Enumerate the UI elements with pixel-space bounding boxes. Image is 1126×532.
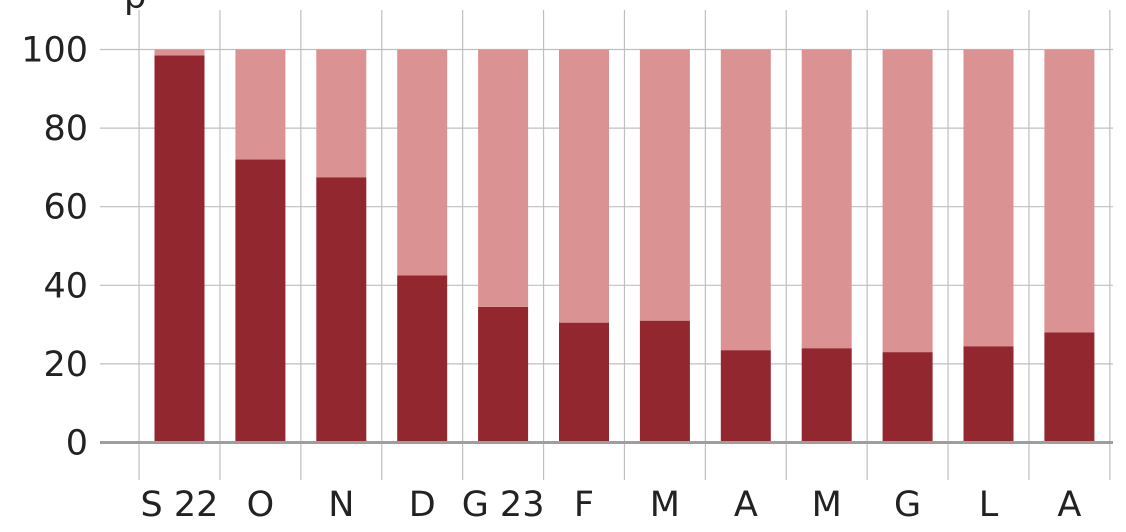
bar-segment-1 [882, 352, 933, 443]
labels-layer: 0 20 40 60 80 100 S 22 O N D G 23 F M A M G L Ap [21, 0, 1081, 525]
bar-segment-2 [639, 49, 690, 321]
bar-segment-2 [882, 49, 933, 353]
y-tick-label: 20 [43, 345, 88, 385]
bar-segment-1 [154, 55, 205, 443]
x-tick-label: A [1057, 485, 1081, 525]
bar-segment-1 [478, 306, 529, 443]
bar-segment-2 [235, 49, 286, 160]
bar-segment-2 [478, 49, 529, 307]
x-tick-label: M [650, 485, 680, 525]
x-tick-label: G 23 [462, 485, 545, 525]
bar-segment-1 [1044, 332, 1095, 443]
x-tick-label: F [574, 485, 594, 525]
bar-segment-1 [720, 350, 771, 443]
corner-label: p [124, 0, 146, 17]
x-tick-label: G [894, 485, 921, 525]
bars-layer [154, 49, 1095, 443]
bar-segment-1 [801, 348, 852, 443]
bar-segment-2 [720, 49, 771, 351]
x-tick-label: O [247, 485, 275, 525]
x-tick-label: N [328, 485, 354, 525]
x-tick-label: S 22 [141, 485, 219, 525]
bar-segment-2 [397, 49, 448, 276]
y-tick-label: 100 [21, 31, 88, 71]
y-tick-label: 60 [43, 188, 88, 228]
y-tick-label: 0 [66, 424, 88, 464]
bar-segment-1 [559, 322, 609, 443]
y-tick-label: 80 [43, 109, 88, 149]
bar-segment-1 [397, 275, 448, 443]
bar-segment-2 [559, 49, 609, 323]
bar-segment-1 [316, 177, 367, 443]
bar-segment-2 [316, 49, 367, 178]
bar-segment-2 [801, 49, 852, 349]
y-tick-label: 40 [43, 266, 88, 306]
bar-segment-2 [154, 49, 205, 56]
x-tick-label: D [409, 485, 436, 525]
x-tick-label: A [734, 485, 758, 525]
x-tick-label: M [812, 485, 842, 525]
bar-segment-1 [639, 320, 690, 443]
bar-segment-1 [235, 159, 286, 443]
x-tick-label: L [979, 485, 999, 525]
bar-segment-2 [1044, 49, 1095, 333]
bar-segment-1 [963, 346, 1014, 443]
bar-segment-2 [963, 49, 1014, 347]
